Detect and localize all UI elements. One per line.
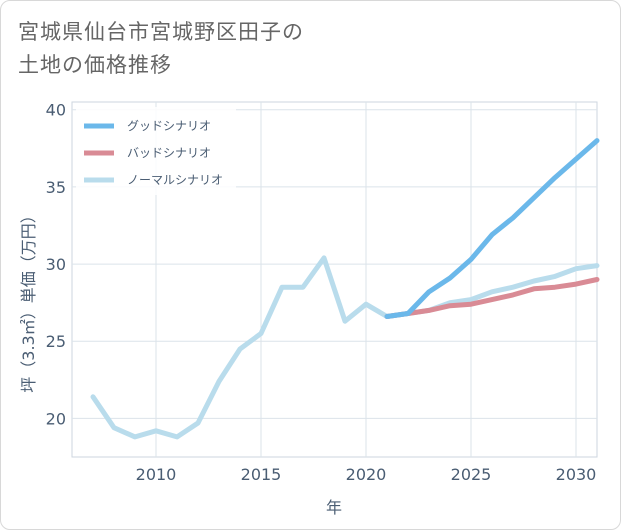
chart-title: 宮城県仙台市宮城野区田子の 土地の価格推移: [18, 16, 578, 82]
series-lines: [90, 138, 600, 440]
legend-label: バッドシナリオ: [127, 146, 211, 160]
x-tick-label: 2025: [451, 465, 492, 484]
legend-label: ノーマルシナリオ: [127, 173, 223, 187]
y-tick-label: 25: [46, 332, 66, 351]
y-axis-label: 坪（3.3㎡）単価（万円）: [19, 207, 38, 392]
chart-title-line-2: 土地の価格推移: [18, 53, 172, 77]
x-tick-label: 2015: [241, 465, 282, 484]
y-tick-label: 40: [46, 101, 66, 120]
x-tick-label: 2030: [556, 465, 597, 484]
chart-title-line-1: 宮城県仙台市宮城野区田子の: [18, 20, 304, 44]
legend-label: グッドシナリオ: [127, 119, 211, 133]
x-axis-label: 年: [326, 498, 342, 517]
y-tick-label: 30: [46, 255, 66, 274]
series-line-1: [384, 138, 600, 319]
y-tick-label: 35: [46, 178, 66, 197]
x-tick-label: 2020: [346, 465, 387, 484]
y-tick-label: 20: [46, 409, 66, 428]
x-tick-label: 2010: [136, 465, 177, 484]
series-line-2: [384, 277, 600, 319]
series-line-3: [90, 255, 600, 440]
